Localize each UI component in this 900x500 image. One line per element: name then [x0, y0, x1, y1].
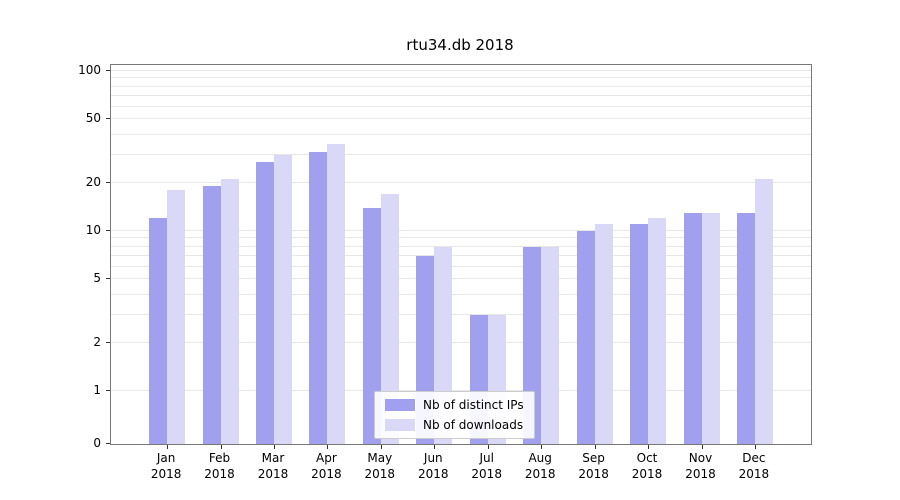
x-tick-label-jul: Jul 2018	[471, 451, 502, 481]
gridline-10	[111, 230, 811, 231]
gridline-70	[111, 94, 811, 96]
bar-distinct-ips-nov	[683, 212, 702, 444]
bar-downloads-feb	[220, 179, 239, 444]
gridline-20	[111, 181, 811, 183]
legend-label-downloads: Nb of downloads	[423, 418, 524, 432]
y-tick-label-1: 1	[93, 383, 101, 397]
gridline-50	[111, 118, 811, 120]
legend-label-distinct-ips: Nb of distinct IPs	[423, 398, 524, 412]
x-tick-label-sep: Sep 2018	[578, 451, 609, 481]
x-tick-mark-jul	[487, 445, 489, 449]
gridline-9	[111, 237, 811, 239]
bar-distinct-ips-apr	[309, 152, 328, 444]
gridline-2	[111, 341, 811, 343]
x-tick-mark-apr	[327, 445, 329, 449]
y-tick-mark-100	[106, 70, 110, 71]
y-tick-label-100: 100	[78, 63, 101, 77]
bar-distinct-ips-feb	[202, 186, 221, 444]
gridline-3	[111, 313, 811, 315]
bar-distinct-ips-mar	[256, 162, 274, 444]
y-tick-mark-20	[106, 181, 110, 183]
x-tick-mark-feb	[220, 445, 222, 449]
bar-downloads-sep	[594, 224, 613, 444]
y-tick-mark-2	[106, 341, 110, 343]
bar-distinct-ips-may	[362, 207, 381, 444]
y-tick-mark-10	[106, 230, 110, 231]
x-tick-mark-nov	[701, 445, 703, 449]
gridline-30	[111, 153, 811, 155]
x-tick-label-jun: Jun 2018	[418, 451, 449, 481]
x-tick-label-nov: Nov 2018	[685, 451, 716, 481]
gridline-8	[111, 245, 811, 247]
legend: Nb of distinct IPs Nb of downloads	[374, 391, 535, 439]
x-tick-mark-sep	[594, 445, 596, 449]
x-tick-mark-mar	[274, 445, 275, 449]
y-tick-label-0: 0	[93, 436, 101, 450]
bar-downloads-may	[380, 194, 399, 444]
gridline-5	[111, 278, 811, 280]
bar-distinct-ips-dec	[736, 212, 755, 444]
x-tick-label-jan: Jan 2018	[150, 451, 182, 481]
legend-item-distinct-ips: Nb of distinct IPs	[385, 398, 524, 412]
x-tick-mark-may	[380, 445, 382, 449]
y-tick-mark-50	[106, 118, 110, 120]
gridline-40	[111, 133, 811, 135]
bar-downloads-mar	[274, 154, 292, 444]
gridline-6	[111, 265, 811, 267]
y-tick-label-5: 5	[93, 271, 101, 286]
bar-downloads-dec	[754, 179, 773, 444]
x-tick-label-mar: Mar 2018	[257, 451, 289, 481]
bar-downloads-nov	[701, 212, 720, 444]
x-tick-mark-aug	[541, 445, 543, 449]
x-tick-mark-jun	[434, 445, 436, 449]
x-axis: Jan 2018 Feb 2018 Mar 2018 Apr 2018 May 2018…	[110, 450, 810, 490]
bar-distinct-ips-oct	[630, 224, 648, 444]
y-tick-label-2: 2	[93, 334, 101, 349]
y-tick-label-10: 10	[85, 223, 101, 237]
gridline-90	[111, 77, 811, 79]
y-tick-mark-5	[106, 278, 110, 280]
x-tick-mark-dec	[754, 445, 756, 449]
y-tick-label-20: 20	[85, 174, 101, 189]
x-tick-label-oct: Oct 2018	[631, 451, 663, 481]
bar-downloads-apr	[327, 143, 346, 444]
gridline-4	[111, 293, 811, 295]
x-tick-mark-oct	[648, 445, 649, 449]
y-tick-label-50: 50	[85, 111, 101, 126]
x-tick-mark-jan	[167, 445, 169, 449]
gridline-60	[111, 105, 811, 107]
x-tick-label-may: May 2018	[364, 451, 396, 481]
legend-swatch-distinct-ips	[385, 399, 415, 411]
x-tick-label-dec: Dec 2018	[738, 451, 770, 481]
x-tick-label-apr: Apr 2018	[311, 451, 342, 481]
bar-downloads-aug	[541, 246, 560, 444]
bar-downloads-oct	[648, 218, 666, 444]
y-tick-mark-1	[106, 390, 110, 391]
gridline-1	[111, 390, 811, 391]
y-axis: 0 1 2 5 10 20 50 100	[0, 63, 101, 450]
y-tick-mark-0	[106, 443, 110, 444]
legend-item-downloads: Nb of downloads	[385, 418, 524, 432]
x-tick-label-aug: Aug 2018	[524, 451, 556, 481]
gridline-100	[111, 70, 811, 71]
bar-distinct-ips-sep	[576, 231, 595, 444]
x-tick-label-feb: Feb 2018	[204, 451, 235, 481]
plot-area: Nb of distinct IPs Nb of downloads	[106, 64, 812, 449]
bar-downloads-jan	[167, 190, 186, 444]
bar-distinct-ips-jan	[149, 218, 168, 444]
chart-title: rtu34.db 2018	[406, 36, 514, 54]
legend-swatch-downloads	[385, 419, 415, 431]
gridline-7	[111, 254, 811, 256]
gridline-80	[111, 85, 811, 87]
